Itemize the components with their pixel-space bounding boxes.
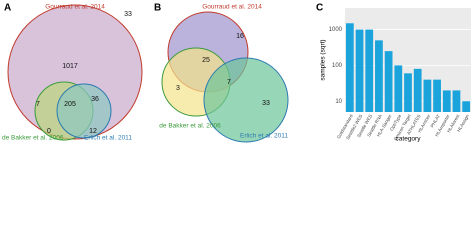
bar	[384, 51, 393, 112]
x-tick-label: PHLAT	[430, 113, 442, 128]
figure: A B C Gourraud et al. 2014 de Bakker et a…	[2, 3, 471, 143]
region-count: 33	[262, 100, 270, 107]
region-count: 1017	[62, 63, 78, 70]
region-count: 7	[36, 101, 40, 108]
bar	[452, 90, 461, 112]
y-tick-label: 1000	[329, 27, 343, 33]
set-label: Erlich et al. 2011	[84, 135, 132, 142]
bar	[462, 101, 471, 112]
set-circle	[203, 57, 289, 143]
region-count: 36	[91, 96, 99, 103]
panel-letter: C	[316, 3, 323, 14]
region-count: 33	[124, 11, 132, 18]
y-tick-label: 100	[332, 63, 343, 69]
y-tick-label: 10	[335, 99, 342, 105]
bar	[404, 73, 412, 112]
set-label: de Bakker et al. 2006	[2, 135, 64, 142]
panel-letter: B	[154, 3, 161, 14]
set-label: Erlich et al. 2011	[240, 133, 288, 140]
bar	[355, 29, 364, 112]
panel-letter: A	[4, 3, 11, 14]
set-label: Gourraud et al. 2014	[202, 4, 262, 11]
bar	[423, 79, 432, 112]
region-count: 3	[176, 85, 180, 92]
bar	[345, 23, 354, 113]
bar	[413, 68, 422, 112]
set-label: de Bakker et al. 2006	[159, 123, 221, 130]
region-count: 16	[236, 33, 244, 40]
set-label: Gourraud et al. 2014	[45, 4, 105, 11]
y-axis-label: samples (sqrt)	[320, 39, 327, 80]
region-count: 12	[89, 128, 97, 135]
region-count: 0	[47, 128, 51, 135]
bar	[394, 65, 403, 112]
set-circle	[56, 83, 112, 139]
bar	[433, 79, 441, 112]
region-count: 25	[202, 57, 210, 64]
bar	[365, 29, 374, 112]
x-axis-label: category	[396, 136, 422, 143]
bar	[375, 40, 383, 112]
bar	[442, 90, 451, 112]
region-count: 205	[64, 101, 76, 108]
region-count: 7	[227, 79, 231, 86]
